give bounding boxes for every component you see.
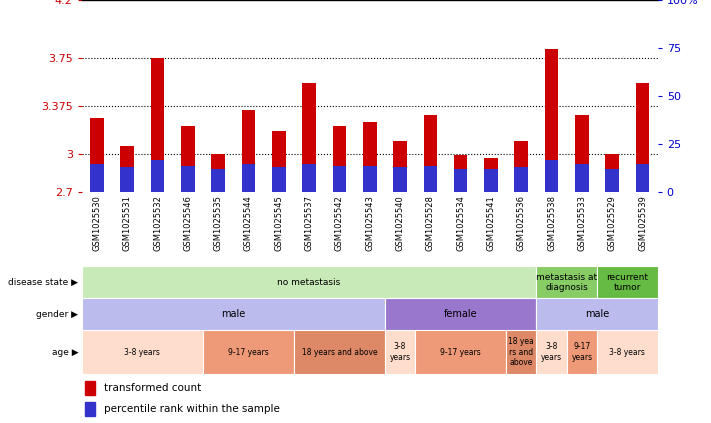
Bar (302, 83, 316, 192)
Bar (415, 330, 506, 374)
Bar (567, 330, 597, 374)
Bar (181, 165, 195, 192)
Text: 18 years and above: 18 years and above (301, 348, 378, 357)
Bar (302, 164, 316, 192)
Bar (536, 266, 597, 298)
Text: recurrent
tumor: recurrent tumor (606, 273, 648, 292)
Bar (82, 330, 203, 374)
Bar (515, 141, 528, 192)
Bar (363, 165, 377, 192)
Bar (120, 146, 134, 192)
Text: 9-17
years: 9-17 years (572, 343, 592, 362)
Bar (575, 115, 589, 192)
Text: male: male (221, 309, 245, 319)
Text: age ▶: age ▶ (52, 348, 78, 357)
Bar (536, 298, 658, 330)
Bar (90, 118, 104, 192)
Bar (363, 122, 377, 192)
Bar (515, 168, 528, 192)
Bar (393, 141, 407, 192)
Bar (506, 330, 536, 374)
Bar (605, 169, 619, 192)
Text: 9-17 years: 9-17 years (228, 348, 269, 357)
Bar (597, 266, 658, 298)
Bar (242, 164, 255, 192)
Text: percentile rank within the sample: percentile rank within the sample (104, 404, 279, 414)
Text: metastasis at
diagnosis: metastasis at diagnosis (536, 273, 597, 292)
Text: 3-8 years: 3-8 years (609, 348, 646, 357)
Text: 3-8
years: 3-8 years (541, 343, 562, 362)
Bar (85, 402, 95, 416)
Bar (120, 168, 134, 192)
Bar (385, 330, 415, 374)
Bar (424, 165, 437, 192)
Bar (484, 158, 498, 192)
Bar (575, 164, 589, 192)
Bar (82, 298, 385, 330)
Bar (393, 168, 407, 192)
Bar (385, 298, 536, 330)
Bar (597, 330, 658, 374)
Bar (151, 160, 164, 192)
Bar (211, 169, 225, 192)
Bar (82, 266, 536, 298)
Text: 3-8
years: 3-8 years (390, 343, 410, 362)
Bar (333, 165, 346, 192)
Bar (545, 49, 558, 192)
Text: 9-17 years: 9-17 years (440, 348, 481, 357)
Bar (203, 330, 294, 374)
Bar (90, 164, 104, 192)
Bar (294, 330, 385, 374)
Bar (545, 160, 558, 192)
Bar (605, 154, 619, 192)
Bar (85, 381, 95, 395)
Bar (636, 83, 649, 192)
Bar (454, 169, 467, 192)
Bar (333, 126, 346, 192)
Text: 3-8 years: 3-8 years (124, 348, 160, 357)
Bar (242, 110, 255, 192)
Text: gender ▶: gender ▶ (36, 310, 78, 319)
Bar (454, 155, 467, 192)
Text: male: male (585, 309, 609, 319)
Text: female: female (444, 309, 478, 319)
Bar (211, 154, 225, 192)
Bar (484, 169, 498, 192)
Bar (424, 115, 437, 192)
Bar (181, 126, 195, 192)
Text: disease state ▶: disease state ▶ (9, 278, 78, 287)
Bar (636, 164, 649, 192)
Text: no metastasis: no metastasis (277, 278, 341, 287)
Bar (536, 330, 567, 374)
Bar (151, 58, 164, 192)
Bar (272, 168, 286, 192)
Text: 18 yea
rs and
above: 18 yea rs and above (508, 337, 534, 367)
Bar (272, 131, 286, 192)
Text: transformed count: transformed count (104, 383, 201, 393)
